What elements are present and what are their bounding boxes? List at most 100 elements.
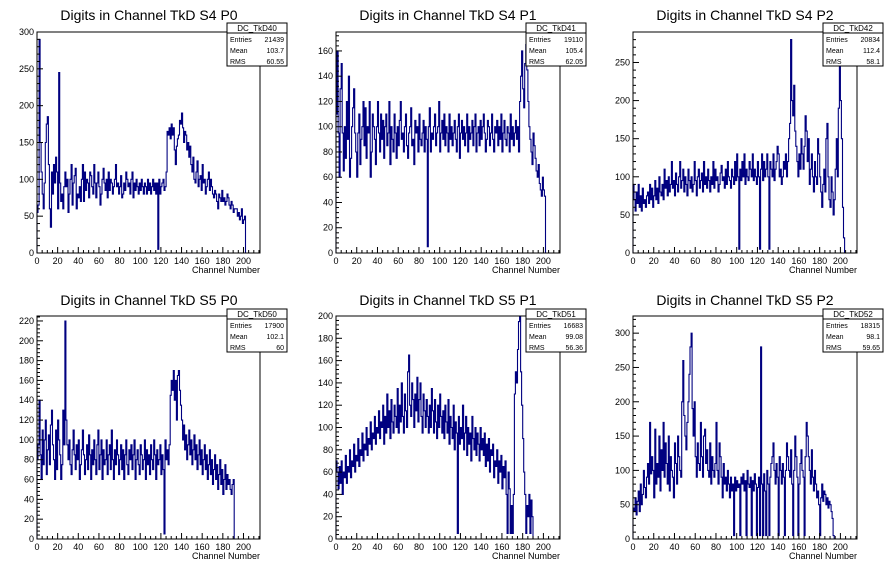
stats-value: 17900: [265, 323, 285, 330]
x-tick-label: 20: [649, 542, 659, 552]
stats-value: 62.05: [565, 59, 583, 66]
stats-value: 112.4: [863, 48, 880, 55]
stats-label: Mean: [230, 334, 248, 341]
x-tick-label: 0: [34, 256, 39, 266]
y-tick-label: 40: [24, 494, 34, 504]
y-tick-label: 100: [615, 465, 630, 475]
x-tick-label: 180: [812, 256, 827, 266]
x-tick-label: 140: [474, 542, 489, 552]
stats-label: RMS: [230, 345, 246, 352]
x-tick-label: 0: [630, 542, 635, 552]
y-tick-label: 100: [19, 174, 34, 184]
x-tick-label: 160: [791, 542, 806, 552]
y-tick-label: 40: [323, 489, 333, 499]
x-tick-label: 200: [236, 542, 251, 552]
stats-label: RMS: [230, 59, 246, 66]
stats-label: Entries: [230, 323, 252, 330]
stats-label: RMS: [826, 345, 842, 352]
stats-box: DC_TkD51 Entries 16683 Mean 99.08 RMS 56.36: [525, 308, 587, 353]
y-tick-label: 100: [19, 435, 34, 445]
histogram-panel: Digits in Channel TkD S5 P0 0 20 40 60 80 100 1…: [19, 292, 288, 561]
y-tick-label: 200: [19, 336, 34, 346]
stats-value: 56.36: [565, 345, 583, 352]
stats-value: 20834: [861, 37, 881, 44]
x-tick-label: 200: [236, 256, 251, 266]
y-tick-label: 60: [323, 172, 333, 182]
x-tick-label: 100: [133, 542, 148, 552]
y-tick-label: 0: [328, 534, 333, 544]
x-tick-label: 0: [34, 542, 39, 552]
plot-frame: [335, 31, 561, 254]
histogram-series: [335, 315, 534, 539]
y-tick-label: 100: [318, 122, 333, 132]
stats-value: 60: [276, 345, 284, 352]
y-tick-label: 220: [19, 316, 34, 326]
x-tick-label: 160: [791, 256, 806, 266]
x-axis-label: Channel Number: [492, 551, 560, 561]
x-tick-label: 40: [372, 256, 382, 266]
x-tick-label: 180: [515, 542, 530, 552]
stats-box-frame: [226, 22, 288, 67]
x-tick-label: 60: [94, 256, 104, 266]
stats-name: DC_TkD40: [237, 24, 277, 33]
x-tick-label: 0: [333, 542, 338, 552]
chart-title: Digits in Channel TkD S4 P2: [656, 7, 833, 23]
y-tick-label: 20: [24, 514, 34, 524]
histogram-series: [36, 38, 247, 253]
x-tick-label: 40: [73, 542, 83, 552]
stats-label: Mean: [529, 48, 547, 55]
y-tick-label: 140: [318, 378, 333, 388]
y-tick-label: 250: [615, 362, 630, 372]
y-tick-label: 120: [318, 96, 333, 106]
x-tick-label: 100: [133, 256, 148, 266]
stats-label: RMS: [529, 345, 545, 352]
x-tick-label: 140: [771, 542, 786, 552]
y-tick-label: 60: [24, 475, 34, 485]
x-tick-label: 20: [352, 256, 362, 266]
y-tick-label: 180: [318, 333, 333, 343]
stats-value: 98.1: [866, 334, 880, 341]
histogram-series: [36, 320, 235, 539]
x-tick-label: 160: [494, 256, 509, 266]
stats-label: Entries: [826, 323, 848, 330]
stats-label: Entries: [230, 37, 252, 44]
y-tick-label: 160: [318, 46, 333, 56]
x-tick-label: 200: [833, 542, 848, 552]
x-tick-label: 120: [153, 256, 168, 266]
x-tick-label: 100: [729, 256, 744, 266]
stats-name: DC_TkD50: [237, 310, 277, 319]
y-tick-label: 150: [615, 134, 630, 144]
x-tick-label: 180: [215, 256, 230, 266]
y-tick-label: 50: [24, 211, 34, 221]
stats-box: DC_TkD52 Entries 18315 Mean 98.1 RMS 59.65: [822, 308, 884, 353]
x-tick-label: 100: [729, 542, 744, 552]
x-tick-label: 120: [750, 542, 765, 552]
y-tick-label: 150: [19, 138, 34, 148]
stats-label: Entries: [529, 323, 551, 330]
x-tick-label: 80: [115, 542, 125, 552]
stats-value: 103.7: [266, 48, 284, 55]
x-tick-label: 140: [174, 542, 189, 552]
y-tick-label: 200: [318, 311, 333, 321]
stats-value: 105.4: [565, 48, 583, 55]
x-axis-label: Channel Number: [192, 551, 260, 561]
y-tick-label: 140: [318, 71, 333, 81]
y-tick-label: 120: [318, 400, 333, 410]
x-tick-label: 200: [536, 256, 551, 266]
stats-box: DC_TkD50 Entries 17900 Mean 102.1 RMS 60: [226, 308, 288, 353]
x-tick-label: 40: [372, 542, 382, 552]
x-tick-label: 160: [494, 542, 509, 552]
x-tick-label: 160: [195, 542, 210, 552]
stats-label: Mean: [826, 48, 844, 55]
x-tick-label: 40: [669, 256, 679, 266]
x-tick-label: 60: [94, 542, 104, 552]
x-tick-label: 140: [771, 256, 786, 266]
y-tick-label: 200: [615, 397, 630, 407]
x-tick-label: 80: [414, 256, 424, 266]
stats-box: DC_TkD42 Entries 20834 Mean 112.4 RMS 58.1: [822, 22, 884, 67]
y-tick-label: 200: [19, 101, 34, 111]
stats-box: DC_TkD40 Entries 21439 Mean 103.7 RMS 60.55: [226, 22, 288, 67]
y-tick-label: 200: [615, 96, 630, 106]
y-tick-label: 300: [19, 27, 34, 37]
stats-value: 18315: [861, 323, 881, 330]
